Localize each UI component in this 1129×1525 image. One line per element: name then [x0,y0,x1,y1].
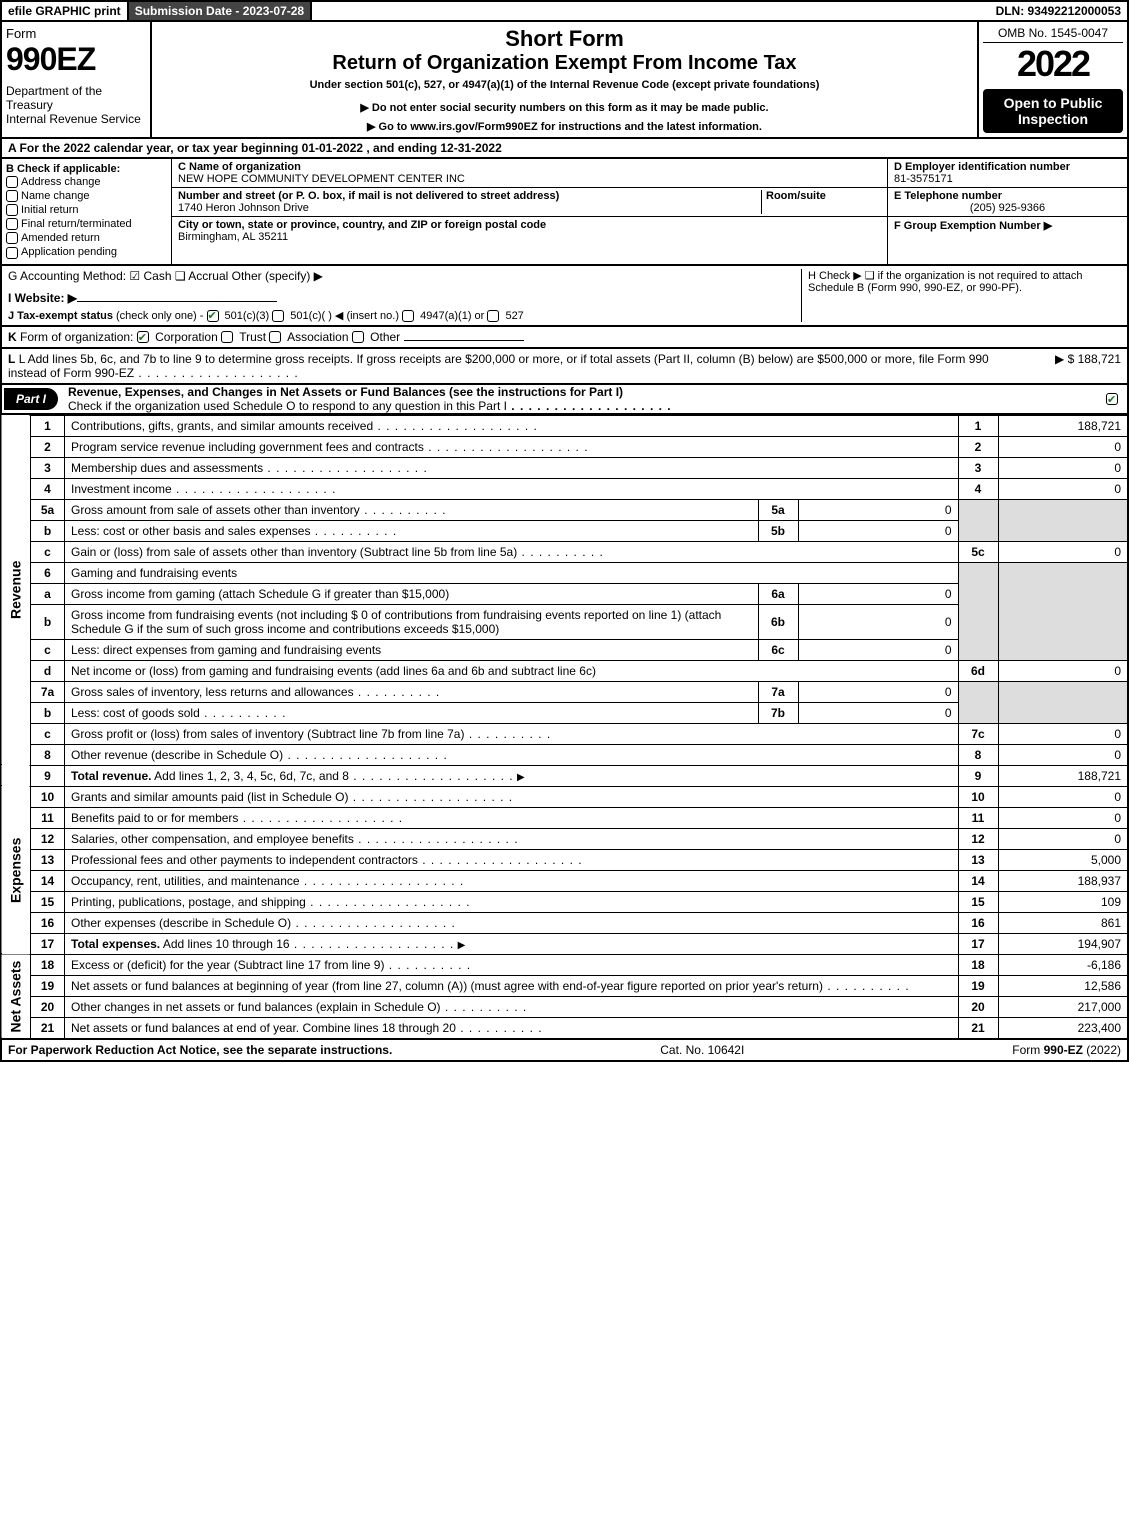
org-name: NEW HOPE COMMUNITY DEVELOPMENT CENTER IN… [178,173,881,185]
side-net-assets: Net Assets [1,954,31,1039]
section-b: B Check if applicable: Address change Na… [2,159,172,264]
subtitle-under: Under section 501(c), 527, or 4947(a)(1)… [156,79,973,91]
form-word: Form [6,26,146,41]
chk-other[interactable] [352,331,364,343]
chk-trust[interactable] [221,331,233,343]
chk-initial-return[interactable] [6,204,18,216]
form-header: Form 990EZ Department of the Treasury In… [0,22,1129,139]
row-g-h: G Accounting Method: ☑ Cash ❑ Accrual Ot… [0,266,1129,327]
section-c-city-label: City or town, state or province, country… [178,219,881,231]
org-street: 1740 Heron Johnson Drive [178,202,761,214]
footer-form: Form 990-EZ (2022)Form 990-EZ (2022) [1012,1043,1121,1057]
form-number: 990EZ [6,41,146,78]
part-1-title: Revenue, Expenses, and Changes in Net As… [68,385,623,399]
section-d-e-f: D Employer identification number 81-3575… [887,159,1127,264]
chk-amended-return[interactable] [6,232,18,244]
lines-table: Revenue 1 Contributions, gifts, grants, … [0,415,1129,1040]
row-h: H Check ▶ ❑ if the organization is not r… [801,269,1121,322]
side-expenses: Expenses [1,786,31,954]
omb-number: OMB No. 1545-0047 [983,26,1123,43]
row-k: K Form of organization: Corporation Trus… [0,327,1129,349]
tax-year: 2022 [983,43,1123,85]
chk-part1-scheduleo[interactable] [1106,393,1118,405]
chk-501c3[interactable] [207,310,219,322]
footer: For Paperwork Reduction Act Notice, see … [0,1040,1129,1062]
row-a-period: A For the 2022 calendar year, or tax yea… [0,139,1129,159]
section-d-label: D Employer identification number [894,161,1121,173]
side-revenue: Revenue [1,415,31,765]
amt-1: 188,721 [998,415,1128,436]
title-short-form: Short Form [156,26,973,52]
section-c-addr-label: Number and street (or P. O. box, if mail… [178,190,761,202]
footer-cat: Cat. No. 10642I [660,1043,744,1057]
section-b-through-f: B Check if applicable: Address change Na… [0,159,1129,266]
section-e-label: E Telephone number [894,190,1121,202]
row-i: I Website: ▶ [8,291,77,305]
chk-4947[interactable] [402,310,414,322]
footer-left: For Paperwork Reduction Act Notice, see … [8,1043,392,1057]
part-1-tab: Part I [4,388,58,410]
section-c-name-label: C Name of organization [178,161,881,173]
chk-527[interactable] [487,310,499,322]
pointer-1: ▶ Do not enter social security numbers o… [156,101,973,114]
chk-association[interactable] [269,331,281,343]
dln-label: DLN: 93492212000053 [990,2,1127,20]
efile-label[interactable]: efile GRAPHIC print [2,2,129,20]
part-1-subtitle: Check if the organization used Schedule … [68,399,507,413]
section-f-label: F Group Exemption Number ▶ [894,219,1121,232]
public-inspection-badge: Open to Public Inspection [983,89,1123,133]
chk-501c[interactable] [272,310,284,322]
section-c: C Name of organization NEW HOPE COMMUNIT… [172,159,887,264]
section-b-label: B Check if applicable: [6,163,167,175]
chk-name-change[interactable] [6,190,18,202]
chk-corporation[interactable] [137,331,149,343]
row-g: G Accounting Method: ☑ Cash ❑ Accrual Ot… [8,269,524,283]
chk-final-return[interactable] [6,218,18,230]
ein-value: 81-3575171 [894,173,1121,185]
pointer-2[interactable]: ▶ Go to www.irs.gov/Form990EZ for instru… [156,120,973,133]
submission-date: Submission Date - 2023-07-28 [129,2,312,20]
top-bar: efile GRAPHIC print Submission Date - 20… [0,0,1129,22]
phone-value: (205) 925-9366 [894,202,1121,214]
title-return: Return of Organization Exempt From Incom… [156,52,973,75]
chk-address-change[interactable] [6,176,18,188]
part-1-header: Part I Revenue, Expenses, and Changes in… [0,385,1129,415]
org-city: Birmingham, AL 35211 [178,231,881,243]
department-label: Department of the Treasury Internal Reve… [6,84,146,126]
chk-application-pending[interactable] [6,247,18,259]
row-l-value: ▶ $ 188,721 [1001,352,1121,380]
room-suite-label: Room/suite [766,190,881,202]
row-l: L L Add lines 5b, 6c, and 7b to line 9 t… [0,349,1129,385]
